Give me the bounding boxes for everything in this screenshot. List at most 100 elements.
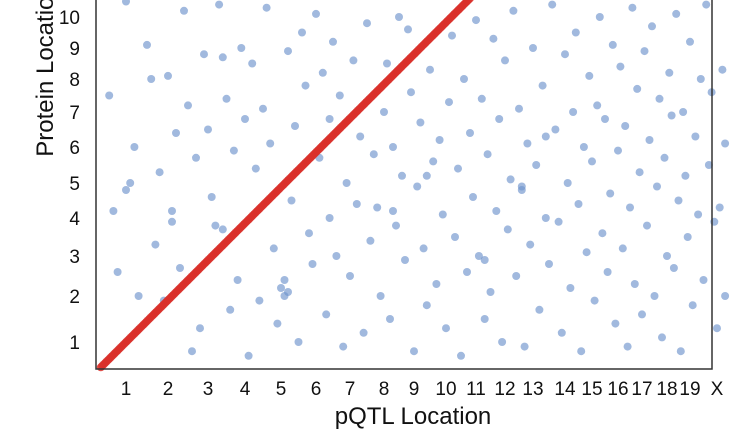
data-point	[674, 196, 683, 205]
data-point	[696, 75, 705, 83]
x-tick-label: 6	[311, 379, 322, 400]
data-point	[380, 108, 388, 116]
data-point	[342, 179, 351, 187]
data-point	[376, 292, 385, 300]
data-point	[352, 200, 361, 208]
y-tick-label: 4	[69, 209, 80, 230]
data-point	[298, 28, 306, 37]
x-tick-label: 7	[345, 379, 356, 400]
data-point	[454, 164, 462, 173]
y-axis-label: Protein Location	[32, 0, 59, 157]
data-point	[322, 310, 331, 319]
data-point	[498, 338, 507, 346]
data-point	[669, 264, 678, 272]
data-point	[294, 338, 303, 346]
data-point	[480, 256, 489, 264]
data-point	[665, 68, 674, 77]
data-point	[389, 143, 397, 151]
data-point	[713, 324, 721, 333]
data-point	[356, 132, 365, 141]
data-point	[466, 129, 474, 137]
data-point	[495, 115, 504, 123]
data-point	[226, 305, 235, 314]
data-point	[526, 240, 535, 249]
data-point	[422, 301, 431, 310]
data-point	[147, 75, 156, 83]
data-point	[419, 244, 428, 253]
data-point	[164, 71, 172, 80]
x-tick-label: 4	[240, 379, 251, 400]
data-point	[704, 161, 713, 169]
x-tick-label: X	[711, 379, 724, 400]
data-point	[273, 319, 282, 328]
data-point	[329, 37, 337, 46]
data-point	[373, 203, 382, 212]
data-point	[672, 9, 681, 18]
data-point	[489, 34, 498, 43]
x-tick-label: 17	[631, 379, 652, 400]
data-point	[551, 125, 560, 134]
data-point	[676, 347, 685, 356]
data-point	[614, 146, 622, 155]
data-point	[218, 53, 227, 62]
cis-diagonal-line	[96, 0, 474, 372]
data-point	[477, 94, 486, 103]
data-point	[259, 104, 267, 113]
x-tick-label: 2	[163, 379, 174, 400]
data-point	[262, 3, 271, 12]
data-point	[222, 94, 231, 103]
data-point	[492, 207, 501, 215]
data-point	[469, 193, 477, 201]
data-point	[606, 189, 615, 198]
data-point	[621, 122, 630, 130]
data-point	[349, 56, 358, 65]
data-point	[650, 292, 659, 300]
data-point	[432, 280, 441, 288]
x-tick-label: 18	[656, 379, 677, 400]
data-point	[301, 81, 310, 90]
data-point	[582, 248, 591, 257]
data-point	[635, 168, 644, 177]
y-tick-label: 6	[69, 138, 80, 159]
data-point	[122, 186, 130, 194]
x-axis-ticks: 1 2 3 4 5 6 7 8 9 10 11 12 13 14 15 16 17 18 19 X	[121, 379, 724, 400]
data-point	[658, 333, 666, 342]
data-point	[392, 221, 400, 230]
data-point	[429, 157, 438, 166]
data-point	[335, 91, 344, 100]
data-point	[401, 256, 409, 264]
data-point	[541, 132, 550, 141]
data-point	[538, 81, 547, 90]
data-point	[574, 200, 583, 208]
x-tick-label: 19	[679, 379, 700, 400]
data-point	[529, 44, 537, 52]
data-point	[180, 6, 188, 15]
data-point	[359, 328, 368, 337]
data-point	[721, 292, 730, 300]
data-point	[699, 276, 708, 284]
data-point	[480, 315, 489, 323]
data-point	[435, 136, 444, 144]
data-point	[630, 280, 639, 288]
data-point	[648, 22, 656, 31]
data-point	[204, 125, 212, 134]
data-point	[407, 88, 415, 97]
x-tick-label: 11	[466, 379, 486, 400]
data-point	[155, 168, 164, 177]
data-point	[683, 233, 692, 241]
data-point	[251, 164, 260, 173]
data-point	[611, 319, 620, 328]
data-point	[653, 182, 661, 191]
y-tick-label: 8	[69, 70, 80, 91]
data-point	[426, 65, 434, 74]
data-point	[280, 276, 289, 284]
data-point	[410, 347, 418, 356]
x-tick-label: 13	[522, 379, 543, 400]
data-point	[248, 59, 257, 68]
data-point	[571, 28, 580, 37]
data-point	[284, 47, 292, 56]
data-point	[134, 292, 143, 300]
data-point	[305, 229, 313, 238]
data-point	[151, 240, 160, 249]
data-point	[509, 6, 518, 15]
